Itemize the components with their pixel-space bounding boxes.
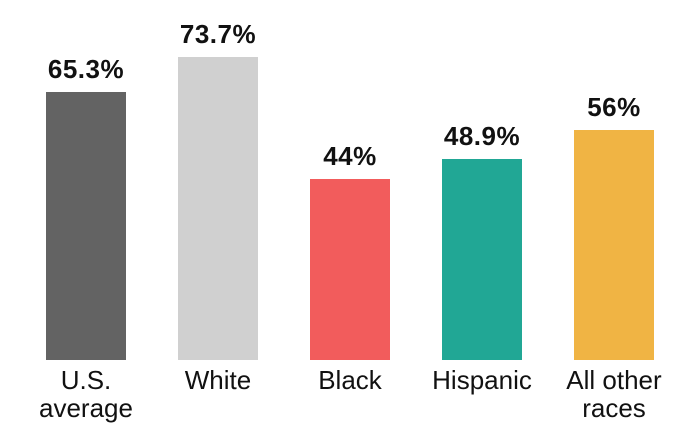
bar bbox=[574, 130, 654, 360]
bar-category-label: White bbox=[184, 365, 252, 395]
bar-value-label: 65.3% bbox=[47, 54, 125, 84]
bar-category-label: Black bbox=[318, 365, 382, 395]
bar-column: 56% bbox=[548, 94, 680, 360]
bar-column: 48.9% bbox=[416, 123, 548, 360]
bar-value-label: 44% bbox=[323, 141, 377, 171]
bar-column: 73.7% bbox=[152, 21, 284, 360]
bar bbox=[442, 159, 522, 360]
bar bbox=[46, 92, 126, 360]
bar-column: 44% bbox=[284, 143, 416, 360]
bar-value-label: 48.9% bbox=[443, 121, 521, 151]
bar-category-label: U.S. average bbox=[39, 365, 133, 423]
bar-category-label: All other races bbox=[566, 365, 662, 423]
bar bbox=[178, 57, 258, 360]
bar bbox=[310, 179, 390, 360]
bar-value-label: 56% bbox=[587, 92, 641, 122]
bar-column: 65.3% bbox=[20, 56, 152, 360]
bar-value-label: 73.7% bbox=[179, 19, 257, 49]
bar-category-label: Hispanic bbox=[432, 365, 532, 395]
